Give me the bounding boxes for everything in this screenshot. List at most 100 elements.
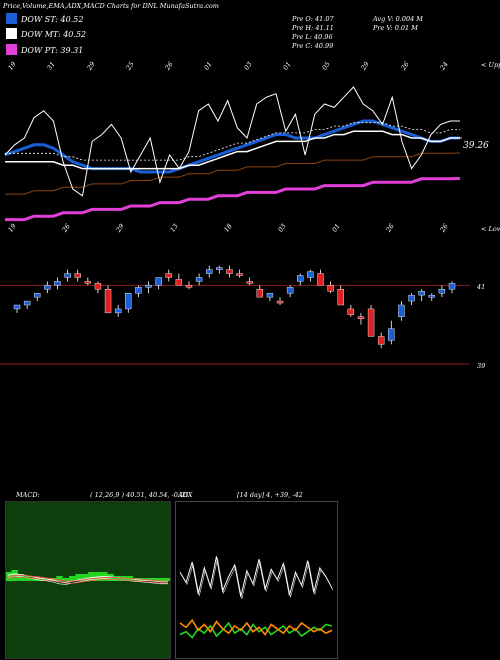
- price-label: 39.26: [463, 141, 489, 151]
- candle-body: [195, 277, 203, 282]
- stat-pre-low: Pre L: 40.96: [292, 33, 333, 41]
- adx-series-1: [179, 618, 333, 636]
- series-line-0: [4, 119, 460, 174]
- stat-pre-high: Pre H: 41.11: [292, 24, 334, 32]
- candle-body: [286, 287, 294, 294]
- macd-panel: [5, 501, 171, 659]
- legend-dow-pt: DOW PT: 39.31: [6, 44, 83, 55]
- macd-histogram-bar: [37, 578, 44, 581]
- candle-body: [236, 273, 243, 276]
- macd-series-shadow-0: [7, 575, 168, 585]
- candle-body: [54, 281, 61, 286]
- candle-body: [337, 289, 344, 306]
- candle-body: [114, 308, 122, 314]
- candle-body: [165, 273, 172, 278]
- adx-label: ADX: [178, 491, 193, 499]
- candle-body: [84, 281, 92, 284]
- macd-histogram-bar: [24, 576, 31, 581]
- lower-band-note: < Lower: [481, 225, 500, 233]
- macd-histogram-bar: [165, 578, 170, 581]
- macd-histogram-bar: [88, 572, 95, 581]
- legend-dow-mt: DOW MT: 40.52: [6, 28, 86, 39]
- candle-body: [74, 273, 81, 278]
- candle-body: [418, 291, 425, 296]
- candle-body: [297, 275, 304, 282]
- macd-series-1: [7, 574, 168, 582]
- candle-body: [276, 300, 284, 304]
- candle-body: [408, 294, 415, 302]
- candle-body: [246, 281, 253, 284]
- candle-body: [135, 287, 142, 294]
- stat-pre-close: Pre C: 40.99: [292, 42, 334, 50]
- candle-body: [357, 316, 365, 319]
- macd-histogram-bar: [62, 578, 70, 581]
- macd-label: MACD:: [16, 491, 40, 499]
- candle-body: [398, 304, 405, 318]
- candle-body: [216, 267, 223, 270]
- macd-histogram-bar: [30, 578, 38, 581]
- candle-body: [206, 269, 213, 274]
- macd-histogram-bar: [75, 574, 82, 581]
- candle-body: [388, 328, 395, 341]
- macd-chart: [6, 570, 170, 585]
- stat-pre-open: Pre O: 41.07: [292, 15, 334, 23]
- candle-body: [317, 273, 324, 286]
- stat-pre-volume: Pre V: 0.01 M: [373, 24, 418, 32]
- legend-swatch-icon: [6, 44, 17, 55]
- candle-body: [104, 289, 112, 314]
- macd-histogram-bar: [152, 578, 159, 581]
- candle-body: [145, 285, 152, 288]
- series-line-dotted: [5, 122, 460, 161]
- candle-body: [428, 294, 435, 298]
- brown-ema-line: [5, 152, 461, 195]
- macd-histogram-bar: [145, 578, 153, 581]
- candle-body: [448, 283, 456, 290]
- series-line-1: [5, 130, 460, 170]
- legend-swatch-icon: [6, 13, 17, 24]
- candle-axis-label-39: 39: [477, 362, 486, 370]
- adx-panel: [175, 501, 338, 659]
- series-line-2: [5, 176, 461, 222]
- macd-series-shadow-1: [7, 576, 168, 584]
- candle-body: [64, 273, 71, 278]
- upper-band-note: < Upper: [481, 61, 500, 69]
- adx-params: [14 day] 4, +39, -42: [237, 491, 303, 499]
- price-ema-chart: [0, 86, 470, 365]
- macd-histogram-bar: [81, 574, 89, 581]
- candle-body: [327, 285, 334, 292]
- candle-body: [307, 271, 314, 278]
- macd-series-0: [7, 573, 168, 583]
- candle-body: [377, 336, 385, 345]
- macd-histogram-bar: [94, 572, 102, 581]
- adx-series-0: [179, 621, 333, 639]
- candle-body: [34, 293, 41, 298]
- adx-series-shadow: [180, 558, 334, 599]
- candle-axis-label-41: 41: [477, 283, 486, 291]
- candle-body: [94, 283, 102, 290]
- adx-chart: [179, 556, 334, 639]
- macd-histogram-bar: [69, 576, 76, 581]
- candle-body: [125, 293, 132, 310]
- macd-histogram-bar: [43, 578, 50, 581]
- macd-histogram-bar: [49, 578, 57, 581]
- candle-body: [256, 289, 263, 298]
- legend-dow-st: DOW ST: 40.52: [6, 13, 83, 24]
- candle-body: [23, 300, 31, 306]
- candle-body: [367, 308, 375, 337]
- candle-body: [44, 285, 51, 290]
- candle-body: [347, 308, 355, 316]
- candle-body: [266, 293, 274, 298]
- series-line-3: [4, 86, 460, 197]
- stat-avg-volume: Avg V: 0.004 M: [373, 15, 423, 23]
- macd-histogram-bar: [56, 576, 63, 581]
- candle-body: [226, 269, 233, 274]
- macd-params: ( 12,26,9 ) 40.51, 40.54, -0.03: [90, 491, 189, 499]
- candle-body: [438, 289, 446, 294]
- candle-body: [185, 285, 193, 288]
- macd-histogram-bar: [113, 576, 121, 581]
- legend-swatch-icon: [6, 28, 17, 39]
- candle-body: [13, 304, 21, 310]
- macd-histogram-bar: [158, 578, 166, 581]
- chart-title: Price,Volume,EMA,ADX,MACD Charts for DNL…: [3, 2, 219, 10]
- candle-body: [155, 277, 162, 286]
